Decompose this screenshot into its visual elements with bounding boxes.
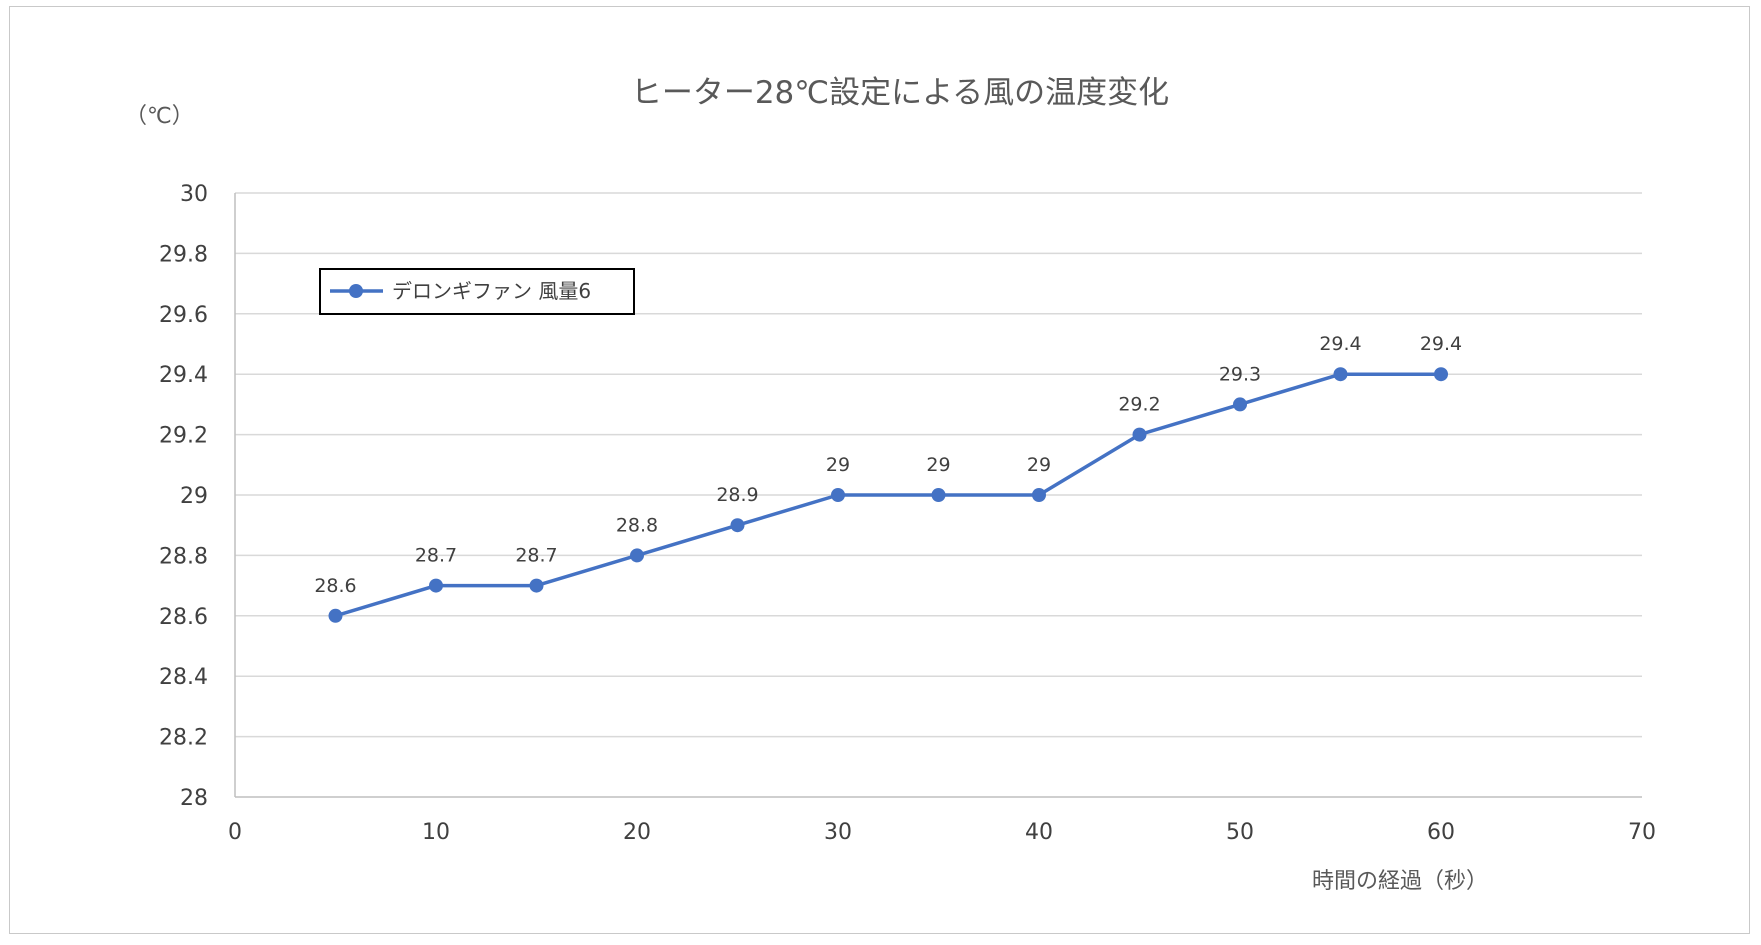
y-tick-label: 28 [180,786,208,811]
data-label: 29.4 [1319,333,1361,355]
x-tick-label: 30 [824,820,852,845]
data-point [328,608,343,623]
data-point [1032,488,1046,502]
y-tick-label: 28.4 [159,665,208,690]
chart-title: ヒーター28℃設定による風の温度変化 [631,75,1169,111]
y-tick-label: 29 [180,484,208,509]
axes [234,193,1642,798]
x-axis-title: 時間の経過（秒） [1312,869,1488,894]
y-tick-label: 28.8 [159,544,208,569]
x-tick-label: 70 [1628,820,1656,845]
data-point [931,488,946,502]
x-tick-label: 0 [228,820,242,845]
data-label: 29 [826,454,850,476]
data-label: 28.7 [515,545,557,567]
y-tick-label: 29.6 [159,303,208,328]
data-label: 28.8 [616,514,658,536]
y-tick-label: 28.6 [159,605,208,630]
y-tick-label: 28.2 [159,726,208,751]
legend-label: デロンギファン 風量6 [392,279,591,303]
data-point [730,518,745,533]
data-point [1333,367,1348,382]
x-tick-label: 20 [623,820,651,845]
data-label: 29.2 [1118,394,1160,416]
data-label: 28.6 [314,575,356,597]
series-lines [333,372,1443,618]
data-point [429,578,443,593]
y-axis-title: （℃） [125,104,194,129]
data-label: 29.3 [1219,363,1261,385]
data-point [529,578,544,593]
legend: デロンギファン 風量6 [319,268,635,315]
x-tick-label: 50 [1226,820,1254,845]
data-point [1233,397,1247,412]
y-tick-label: 29.4 [159,363,208,388]
data-point [630,548,644,563]
x-tick-label: 40 [1025,820,1053,845]
data-points [328,367,1448,623]
tick-labels: 28 28.2 28.4 28.6 28.8 29 29.2 29.4 29.6 29.8 30 0 1… [159,182,1656,845]
data-label: 29 [926,454,950,476]
y-tick-label: 30 [180,182,208,207]
x-tick-label: 10 [422,820,450,845]
data-label: 29 [1027,454,1051,476]
data-point [1132,427,1147,442]
data-label: 28.9 [716,484,758,506]
data-point [831,488,845,502]
data-label: 28.7 [415,545,457,567]
chart-frame [9,6,1750,934]
y-tick-label: 29.8 [159,242,208,267]
x-tick-label: 60 [1427,820,1455,845]
y-tick-label: 29.2 [159,424,208,449]
data-point [1434,367,1448,382]
data-labels: 28.6 28.7 28.7 28.8 28.9 29 29 29 29.2 29.3 29.4 29… [314,333,1462,597]
data-label: 29.4 [1420,333,1462,355]
series-line [333,372,1443,618]
legend-swatch-marker [349,284,363,298]
